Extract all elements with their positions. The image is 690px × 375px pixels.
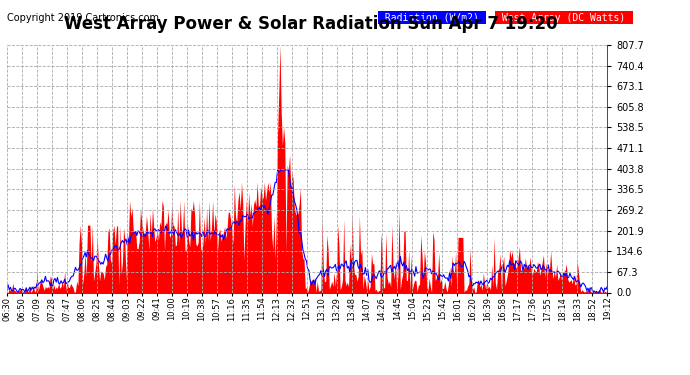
- Text: West Array Power & Solar Radiation Sun Apr 7 19:20: West Array Power & Solar Radiation Sun A…: [63, 15, 558, 33]
- Text: Radiation (W/m2): Radiation (W/m2): [379, 13, 485, 23]
- Text: Copyright 2019 Cartronics.com: Copyright 2019 Cartronics.com: [7, 13, 159, 23]
- Text: West Array (DC Watts): West Array (DC Watts): [496, 13, 631, 23]
